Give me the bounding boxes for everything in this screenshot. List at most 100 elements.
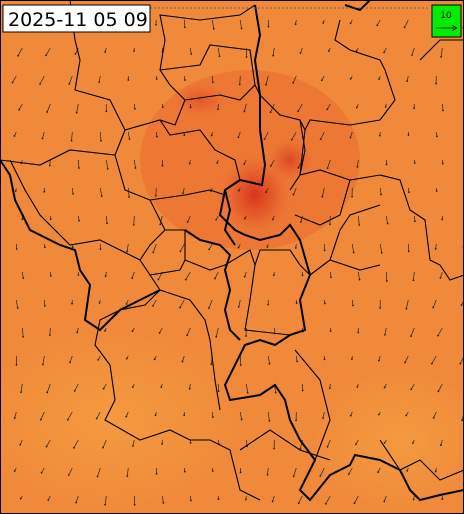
wind-arrow-head bbox=[154, 23, 157, 26]
wind-arrow-head bbox=[207, 307, 210, 310]
wind-arrow-head bbox=[22, 277, 25, 279]
wind-arrow-head bbox=[72, 192, 74, 195]
wind-arrow bbox=[297, 103, 303, 112]
wind-arrow-head bbox=[328, 387, 331, 390]
wind-arrow-head bbox=[17, 54, 19, 57]
borders bbox=[0, 0, 464, 502]
wind-arrow-head bbox=[47, 499, 50, 501]
wind-arrow bbox=[14, 411, 17, 419]
wind-arrow-head bbox=[215, 218, 218, 221]
wind-arrow-head bbox=[183, 134, 186, 136]
wind-arrow bbox=[385, 271, 388, 281]
wind-arrow-head bbox=[161, 442, 164, 445]
wind-arrow bbox=[267, 411, 270, 421]
wind-arrow bbox=[440, 271, 443, 278]
timestamp-box bbox=[2, 4, 151, 33]
wind-arrow-head bbox=[290, 138, 293, 141]
wind-arrow-head bbox=[212, 27, 215, 30]
wind-arrow-head bbox=[386, 222, 389, 225]
wind-arrow-head bbox=[96, 475, 99, 478]
wind-arrow-head bbox=[102, 387, 105, 390]
wind-arrow-head bbox=[440, 55, 443, 58]
wind-arrow bbox=[272, 495, 275, 502]
wind-arrow-head bbox=[434, 470, 437, 473]
wind-arrow bbox=[351, 299, 354, 306]
legend-arrow-head bbox=[451, 25, 458, 31]
wind-arrow-head bbox=[217, 390, 220, 393]
wind-arrow bbox=[208, 243, 213, 250]
wind-arrow-head bbox=[355, 106, 358, 109]
wind-arrow-head bbox=[412, 498, 415, 501]
wind-arrow-head bbox=[383, 333, 386, 336]
wind-arrow-head bbox=[184, 278, 187, 281]
wind-arrow-head bbox=[42, 363, 44, 366]
wind-arrow bbox=[183, 19, 186, 28]
wind-arrow bbox=[292, 75, 297, 83]
wind-arrow-head bbox=[186, 221, 189, 223]
wind-arrow-head bbox=[347, 473, 350, 476]
wind-arrow-head bbox=[430, 362, 433, 365]
wind-arrow bbox=[376, 19, 381, 26]
wind-arrow-head bbox=[300, 221, 302, 223]
wind-arrow bbox=[211, 75, 214, 83]
wind-arrow-head bbox=[45, 445, 48, 448]
wind-arrow-head bbox=[299, 52, 302, 54]
wind-arrow-head bbox=[352, 251, 355, 254]
wind-arrow bbox=[98, 75, 101, 83]
wind-arrow bbox=[99, 131, 102, 141]
wind-arrow-head bbox=[102, 446, 104, 449]
wind-arrow bbox=[15, 299, 18, 309]
wind-arrow-head bbox=[441, 162, 444, 165]
wind-arrow-head bbox=[358, 278, 361, 281]
wind-arrow-head bbox=[268, 419, 271, 422]
wind-arrow-head bbox=[413, 162, 416, 164]
wind-arrow-head bbox=[95, 417, 98, 420]
wind-arrow-head bbox=[13, 135, 16, 137]
wind-arrow-head bbox=[19, 443, 22, 446]
wind-arrow-head bbox=[125, 303, 128, 305]
wind-arrow bbox=[46, 383, 51, 393]
wind-arrow-head bbox=[188, 387, 191, 390]
wind-arrow bbox=[291, 131, 297, 140]
wind-arrow-head bbox=[377, 471, 380, 473]
wind-arrow-head bbox=[154, 194, 157, 197]
wind-arrow bbox=[379, 243, 383, 253]
wind-arrow bbox=[433, 411, 437, 418]
wind-arrow bbox=[438, 383, 443, 392]
wind-arrow-head bbox=[266, 473, 269, 476]
wind-arrow bbox=[71, 131, 73, 141]
wind-arrow-head bbox=[179, 250, 182, 253]
wind-arrow-head bbox=[215, 335, 218, 338]
wind-arrow bbox=[300, 215, 303, 223]
wind-arrow bbox=[431, 355, 437, 364]
wind-arrow-head bbox=[379, 307, 381, 309]
wind-arrow-head bbox=[159, 223, 162, 226]
wind-arrow bbox=[354, 495, 359, 504]
wind-arrow-head bbox=[134, 167, 137, 169]
wind-arrow bbox=[102, 439, 107, 448]
wind-arrow-head bbox=[14, 190, 17, 192]
wind-arrow-head bbox=[41, 137, 44, 140]
wind-arrow-head bbox=[322, 417, 324, 420]
wind-arrow bbox=[182, 187, 185, 194]
wind-arrow-head bbox=[295, 419, 297, 422]
wind-arrow-head bbox=[100, 195, 103, 197]
wind-arrow-head bbox=[266, 245, 269, 248]
wind-arrow-head bbox=[66, 418, 69, 421]
wind-arrow-head bbox=[376, 24, 379, 27]
wind-arrow-head bbox=[405, 307, 408, 310]
wind-arrow bbox=[211, 19, 215, 29]
wind-arrow-head bbox=[385, 280, 388, 282]
wind-arrow-head bbox=[161, 164, 164, 167]
wind-arrow-head bbox=[437, 334, 439, 337]
wind-arrow-head bbox=[323, 249, 326, 252]
wind-arrow-head bbox=[184, 79, 186, 81]
wind-arrow bbox=[432, 299, 437, 308]
wind-arrow-head bbox=[460, 304, 463, 306]
wind-arrow-head bbox=[189, 106, 192, 109]
wind-arrow-head bbox=[271, 500, 274, 503]
wind-arrow-head bbox=[128, 138, 131, 140]
wind-arrow bbox=[325, 495, 331, 504]
wind-arrow-head bbox=[22, 335, 25, 338]
wind-arrow-head bbox=[13, 417, 16, 420]
